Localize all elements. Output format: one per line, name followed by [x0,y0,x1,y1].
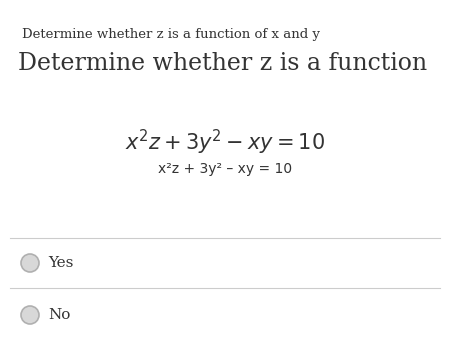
Text: Determine whether z is a function of x and y: Determine whether z is a function of x a… [22,28,320,41]
Text: Determine whether z is a function: Determine whether z is a function [18,52,427,75]
Text: No: No [48,308,70,322]
Text: x²z + 3y² – xy = 10: x²z + 3y² – xy = 10 [158,162,292,176]
Text: $x^2 z + 3y^2 - xy = 10$: $x^2 z + 3y^2 - xy = 10$ [125,128,325,157]
Text: Yes: Yes [48,256,73,270]
Circle shape [21,306,39,324]
Circle shape [21,254,39,272]
